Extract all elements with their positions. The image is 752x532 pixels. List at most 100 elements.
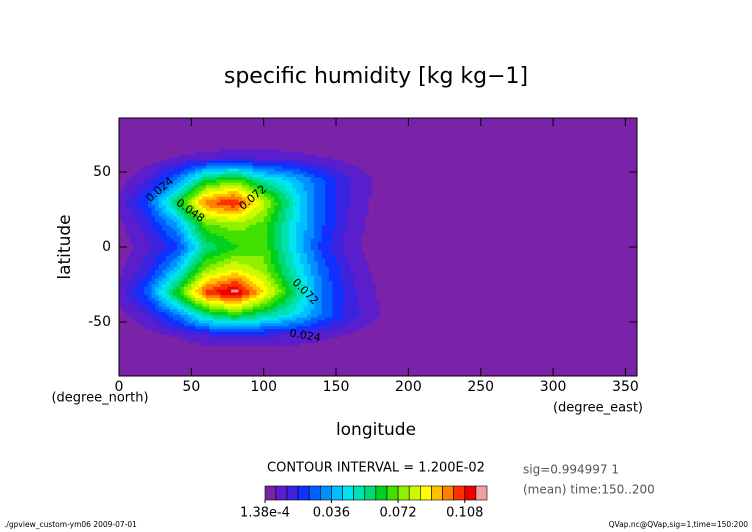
contour-cell	[151, 168, 156, 172]
contour-cell	[339, 221, 344, 225]
contour-cell	[169, 334, 174, 338]
contour-cell	[245, 258, 250, 262]
contour-cell	[220, 266, 225, 270]
contour-cell	[180, 331, 185, 335]
contour-cell	[404, 314, 409, 318]
contour-cell	[404, 328, 409, 332]
contour-cell	[292, 221, 297, 225]
contour-cell	[119, 255, 124, 259]
contour-cell	[260, 255, 265, 259]
contour-cell	[361, 241, 366, 245]
contour-cell	[234, 193, 239, 197]
contour-cell	[126, 314, 131, 318]
contour-cell	[357, 275, 362, 279]
contour-cell	[205, 294, 210, 299]
contour-cell	[191, 202, 196, 206]
contour-cell	[140, 218, 145, 223]
contour-cell	[155, 300, 160, 304]
contour-cell	[191, 230, 196, 234]
contour-cell	[393, 331, 398, 335]
contour-cell	[343, 230, 348, 234]
contour-cell	[274, 348, 279, 352]
contour-cell	[314, 351, 319, 355]
contour-cell	[119, 159, 124, 164]
contour-cell	[166, 252, 171, 256]
contour-cell	[292, 258, 297, 262]
contour-cell	[231, 356, 236, 360]
contour-cell	[176, 230, 181, 234]
contour-cell	[357, 334, 362, 338]
contour-cell	[368, 204, 373, 209]
contour-cell	[194, 227, 199, 231]
contour-cell	[325, 232, 330, 237]
contour-cell	[173, 292, 178, 296]
contour-cell	[133, 258, 138, 262]
contour-cell	[227, 207, 232, 211]
contour-cell	[122, 275, 127, 279]
contour-cell	[317, 261, 322, 265]
contour-cell	[386, 317, 391, 321]
contour-cell	[437, 224, 467, 248]
contour-cell	[169, 325, 174, 329]
contour-cell	[292, 356, 297, 360]
contour-cell	[205, 241, 210, 245]
contour-cell	[187, 202, 192, 206]
contour-cell	[336, 325, 341, 329]
contour-cell	[144, 289, 149, 293]
contour-cell	[234, 306, 239, 310]
contour-cell	[209, 297, 214, 301]
contour-cell	[270, 179, 275, 183]
contour-cell	[137, 168, 142, 172]
contour-cell	[122, 230, 127, 234]
contour-cell	[314, 193, 319, 197]
contour-cell	[314, 190, 319, 194]
contour-cell	[147, 280, 152, 284]
contour-cell	[223, 342, 228, 346]
contour-cell	[151, 213, 156, 217]
contour-cell	[332, 325, 337, 329]
contour-cell	[216, 258, 221, 262]
contour-cell	[184, 314, 189, 318]
contour-cell	[278, 277, 283, 282]
contour-cell	[166, 196, 171, 200]
contour-cell	[263, 322, 268, 327]
contour-cell	[122, 311, 127, 315]
contour-cell	[129, 263, 134, 268]
contour-cell	[361, 266, 366, 270]
contour-cell	[386, 300, 391, 304]
contour-cell	[260, 182, 265, 186]
contour-cell	[209, 168, 214, 172]
contour-cell	[310, 277, 315, 282]
contour-cell	[231, 331, 236, 335]
contour-cell	[310, 247, 315, 251]
contour-cell	[375, 317, 380, 321]
contour-cell	[401, 328, 406, 332]
contour-cell	[126, 210, 131, 214]
contour-cell	[303, 230, 308, 234]
contour-cell	[176, 165, 181, 169]
contour-cell	[336, 230, 341, 234]
contour-cell	[364, 294, 369, 299]
contour-cell	[144, 275, 149, 279]
contour-cell	[263, 286, 268, 290]
contour-cell	[198, 337, 203, 341]
contour-cell	[393, 292, 398, 296]
contour-cell	[209, 252, 214, 256]
contour-cell	[346, 306, 351, 310]
contour-cell	[227, 303, 232, 307]
contour-cell	[307, 224, 312, 228]
contour-cell	[198, 297, 203, 301]
contour-cell	[176, 294, 181, 299]
contour-cell	[162, 249, 167, 254]
contour-cell	[346, 356, 351, 360]
contour-cell	[223, 185, 228, 189]
contour-cell	[144, 179, 149, 183]
contour-cell	[147, 320, 152, 324]
contour-cell	[223, 292, 228, 296]
contour-cell	[336, 294, 341, 299]
contour-cell	[299, 280, 304, 284]
contour-cell	[126, 185, 131, 189]
contour-cell	[180, 272, 185, 276]
contour-cell	[213, 244, 218, 248]
contour-cell	[147, 255, 152, 259]
